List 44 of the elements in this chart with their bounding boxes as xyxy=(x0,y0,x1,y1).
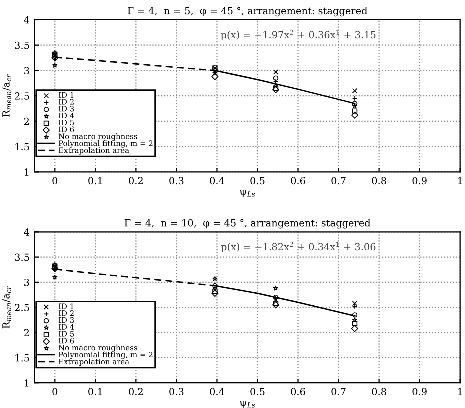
y-tick-label: 3.5 xyxy=(15,254,30,262)
x-tick-label: 1 xyxy=(458,177,462,184)
x-tick-label: 0.6 xyxy=(291,177,306,185)
chart-title: Γ = 4, n = 5, φ = 45 °, arrangement: staggered xyxy=(128,7,368,17)
x-tick-label: 0.4 xyxy=(210,388,224,396)
chart-title: Γ = 4, n = 10, φ = 45 °, arrangement: staggered xyxy=(124,219,371,229)
y-tick-label: 2.5 xyxy=(15,92,30,100)
y-tick-label: 1.5 xyxy=(16,143,30,151)
x-tick-label: 0.3 xyxy=(170,177,184,185)
y-tick-label: 4 xyxy=(24,16,30,24)
y-axis-title: R$_{mean}$/a$_{cr}$ xyxy=(2,286,12,329)
y-tick-label: 2 xyxy=(24,118,30,126)
y-tick-label: 2 xyxy=(24,329,30,336)
x-axis-title: ψ$_{Ls}$ xyxy=(240,190,256,198)
x-tick-label: 0.7 xyxy=(332,388,346,396)
x-tick-label: 0.1 xyxy=(88,388,102,396)
x-tick-label: 0.8 xyxy=(372,388,386,396)
x-tick-label: 0.2 xyxy=(129,388,143,396)
y-tick-label: 3.5 xyxy=(15,42,30,50)
y-tick-label: 3 xyxy=(24,67,30,75)
x-tick-label: 0.6 xyxy=(291,388,306,396)
x-tick-label: 0.4 xyxy=(210,177,224,185)
x-tick-label: 0.2 xyxy=(129,177,143,185)
x-tick-label: 1 xyxy=(458,388,462,396)
y-tick-label: 1.5 xyxy=(16,354,30,362)
x-tick-label: 0.9 xyxy=(412,388,427,396)
y-tick-label: 2.5 xyxy=(15,304,30,312)
y-tick-label: 4 xyxy=(24,228,30,236)
annotation: p(x) = −1.97x$^{2}$ + 0.36x$^{1}$ + 3.15 xyxy=(221,30,376,40)
x-axis-title: ψ$_{Ls}$ xyxy=(240,401,256,408)
y-tick-label: 1 xyxy=(25,380,29,387)
x-tick-label: 0.3 xyxy=(170,388,184,396)
x-tick-label: 0 xyxy=(52,388,58,396)
x-tick-label: 0 xyxy=(52,177,58,185)
x-tick-label: 0.5 xyxy=(250,177,265,185)
x-tick-label: 0.5 xyxy=(250,388,265,396)
y-axis-title: R$_{mean}$/a$_{cr}$ xyxy=(2,74,12,118)
x-tick-label: 0.9 xyxy=(412,177,427,185)
x-tick-label: 0.7 xyxy=(332,177,346,185)
y-tick-label: 1 xyxy=(25,168,29,176)
annotation: p(x) = −1.82x$^{2}$ + 0.34x$^{1}$ + 3.06 xyxy=(221,242,376,253)
x-tick-label: 0.1 xyxy=(88,177,102,185)
x-tick-label: 0.8 xyxy=(372,177,386,185)
y-tick-label: 3 xyxy=(24,278,30,286)
